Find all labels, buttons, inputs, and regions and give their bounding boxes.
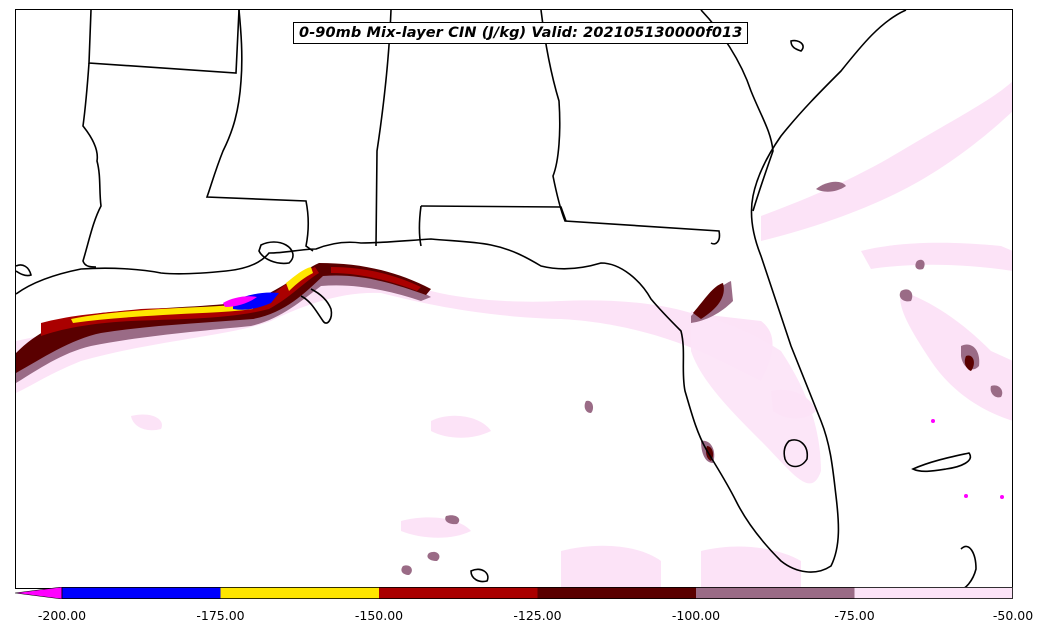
cin-shading-yellow bbox=[71, 267, 313, 323]
cin-map bbox=[16, 10, 1012, 588]
colorbar-tick-label: -100.00 bbox=[671, 608, 721, 623]
colorbar-tick-label: -175.00 bbox=[196, 608, 245, 623]
colorbar bbox=[15, 587, 1013, 599]
colorbar-tick-label: -75.00 bbox=[834, 608, 875, 623]
colorbar-outline bbox=[61, 587, 1013, 599]
cin-shading-darkred bbox=[16, 263, 974, 461]
colorbar-bin bbox=[379, 587, 538, 599]
colorbar-tick-label: -150.00 bbox=[354, 608, 404, 623]
map-panel: 0-90mb Mix-layer CIN (J/kg) Valid: 20210… bbox=[15, 9, 1013, 589]
cin-shading-mauve bbox=[16, 181, 1003, 575]
colorbar-bin bbox=[696, 587, 855, 599]
cin-shading-light bbox=[16, 81, 1012, 588]
colorbar-tick-label: -50.00 bbox=[992, 608, 1034, 623]
map-title: 0-90mb Mix-layer CIN (J/kg) Valid: 20210… bbox=[293, 22, 749, 44]
colorbar-under-arrow bbox=[15, 587, 63, 599]
cin-shading-magenta bbox=[223, 296, 1004, 499]
colorbar-tick-label: -200.00 bbox=[37, 608, 87, 623]
colorbar-bin bbox=[220, 587, 379, 599]
political-boundaries bbox=[16, 10, 977, 588]
colorbar-bin bbox=[62, 587, 221, 599]
colorbar-tick-label: -125.00 bbox=[513, 608, 562, 623]
colorbar-bin bbox=[854, 587, 1013, 599]
colorbar-bin bbox=[537, 587, 696, 599]
